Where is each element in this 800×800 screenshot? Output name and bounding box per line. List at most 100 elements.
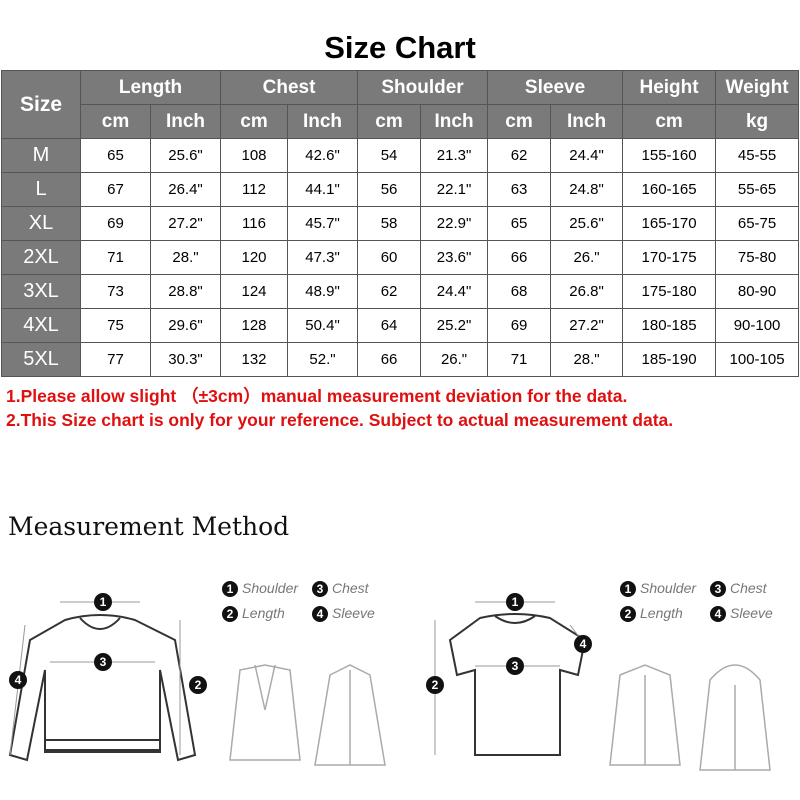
value-cell: 65 — [487, 206, 552, 241]
value-cell: 65 — [80, 138, 151, 173]
value-cell: 28." — [149, 240, 222, 275]
legend-item: 3 Chest — [312, 580, 369, 597]
legend-item: 4 Sleeve — [312, 605, 375, 622]
unit-header: Inch — [149, 104, 222, 139]
table-row: 5XL 77 30.3" 132 52." 66 26." 71 28." 185-190 100-… — [1, 342, 800, 377]
value-cell: 28." — [550, 342, 624, 377]
value-cell: 52." — [287, 342, 359, 377]
page-title: Size Chart — [324, 30, 476, 65]
value-cell: 69 — [487, 308, 552, 343]
value-cell: 90-100 — [715, 308, 800, 343]
value-cell: 47.3" — [287, 240, 359, 275]
value-cell: 26." — [550, 240, 624, 275]
value-cell: 60 — [357, 240, 422, 275]
value-cell: 58 — [357, 206, 422, 241]
size-cell: 4XL — [1, 308, 81, 343]
value-cell: 48.9" — [287, 274, 359, 309]
group-header: Sleeve — [487, 70, 624, 105]
group-header: Weight — [715, 70, 800, 105]
group-header: Shoulder — [357, 70, 489, 105]
size-cell: 3XL — [1, 274, 81, 309]
value-cell: 26.8" — [550, 274, 624, 309]
size-chart-table: Size Length Chest Shoulder Sleeve Height… — [1, 70, 800, 377]
value-cell: 68 — [487, 274, 552, 309]
method-title: Measurement Method — [8, 512, 290, 541]
value-cell: 77 — [80, 342, 151, 377]
svg-text:2: 2 — [195, 678, 202, 692]
value-cell: 160-165 — [622, 172, 717, 207]
size-header: Size — [1, 70, 81, 139]
value-cell: 128 — [220, 308, 289, 343]
value-cell: 26." — [420, 342, 489, 377]
value-cell: 75 — [80, 308, 151, 343]
value-cell: 73 — [80, 274, 151, 309]
value-cell: 27.2" — [550, 308, 624, 343]
note-2: 2.This Size chart is only for your refer… — [6, 410, 674, 430]
value-cell: 24.4" — [550, 138, 624, 173]
value-cell: 185-190 — [622, 342, 717, 377]
table-row: L 67 26.4" 112 44.1" 56 22.1" 63 24.8" 160-165 55-… — [1, 172, 800, 207]
unit-header: kg — [715, 104, 800, 139]
value-cell: 22.1" — [420, 172, 489, 207]
table-row: 3XL 73 28.8" 124 48.9" 62 24.4" 68 26.8" 175-180 8… — [1, 274, 800, 309]
unit-header: Inch — [550, 104, 624, 139]
value-cell: 24.4" — [420, 274, 489, 309]
svg-text:2: 2 — [432, 678, 439, 692]
value-cell: 71 — [80, 240, 151, 275]
legend-item: 1 Shoulder — [222, 580, 298, 597]
table-row: 4XL 75 29.6" 128 50.4" 64 25.2" 69 27.2" 180-185 9… — [1, 308, 800, 343]
value-cell: 45-55 — [715, 138, 800, 173]
value-cell: 69 — [80, 206, 151, 241]
legend-item: 1 Shoulder — [620, 580, 696, 597]
size-cell: XL — [1, 206, 81, 241]
value-cell: 30.3" — [149, 342, 222, 377]
legend-item: 2 Length — [620, 605, 683, 622]
svg-text:3: 3 — [512, 659, 519, 673]
legend-item: 2 Length — [222, 605, 285, 622]
value-cell: 64 — [357, 308, 422, 343]
svg-text:3: 3 — [100, 655, 107, 669]
unit-header: cm — [622, 104, 717, 139]
value-cell: 21.3" — [420, 138, 489, 173]
value-cell: 66 — [357, 342, 422, 377]
value-cell: 65-75 — [715, 206, 800, 241]
size-cell: M — [1, 138, 81, 173]
value-cell: 100-105 — [715, 342, 800, 377]
unit-header: cm — [487, 104, 552, 139]
svg-text:1: 1 — [512, 595, 519, 609]
value-cell: 108 — [220, 138, 289, 173]
unit-header: Inch — [420, 104, 489, 139]
value-cell: 26.4" — [149, 172, 222, 207]
value-cell: 22.9" — [420, 206, 489, 241]
value-cell: 165-170 — [622, 206, 717, 241]
value-cell: 55-65 — [715, 172, 800, 207]
value-cell: 29.6" — [149, 308, 222, 343]
value-cell: 24.8" — [550, 172, 624, 207]
value-cell: 120 — [220, 240, 289, 275]
group-header: Chest — [220, 70, 359, 105]
value-cell: 27.2" — [149, 206, 222, 241]
value-cell: 23.6" — [420, 240, 489, 275]
value-cell: 62 — [487, 138, 552, 173]
svg-text:4: 4 — [580, 637, 587, 651]
value-cell: 50.4" — [287, 308, 359, 343]
value-cell: 124 — [220, 274, 289, 309]
legend-item: 3 Chest — [710, 580, 767, 597]
header-row-units: cm Inch cm Inch cm Inch cm Inch cm kg — [2, 104, 800, 139]
value-cell: 75-80 — [715, 240, 800, 275]
unit-header: Inch — [287, 104, 359, 139]
sweater-diagram-icon: 1 2 3 4 — [8, 593, 207, 762]
value-cell: 44.1" — [287, 172, 359, 207]
value-cell: 42.6" — [287, 138, 359, 173]
jacket-sketch-icon — [229, 664, 386, 766]
header-row-groups: Size Length Chest Shoulder Sleeve Height… — [1, 70, 800, 139]
size-cell: 2XL — [1, 240, 81, 275]
table-row: XL 69 27.2" 116 45.7" 58 22.9" 65 25.6" 165-170 65… — [1, 206, 800, 241]
value-cell: 175-180 — [622, 274, 717, 309]
unit-header: cm — [220, 104, 289, 139]
unit-header: cm — [80, 104, 151, 139]
value-cell: 180-185 — [622, 308, 717, 343]
value-cell: 25.6" — [149, 138, 222, 173]
value-cell: 25.6" — [550, 206, 624, 241]
unit-header: cm — [357, 104, 422, 139]
